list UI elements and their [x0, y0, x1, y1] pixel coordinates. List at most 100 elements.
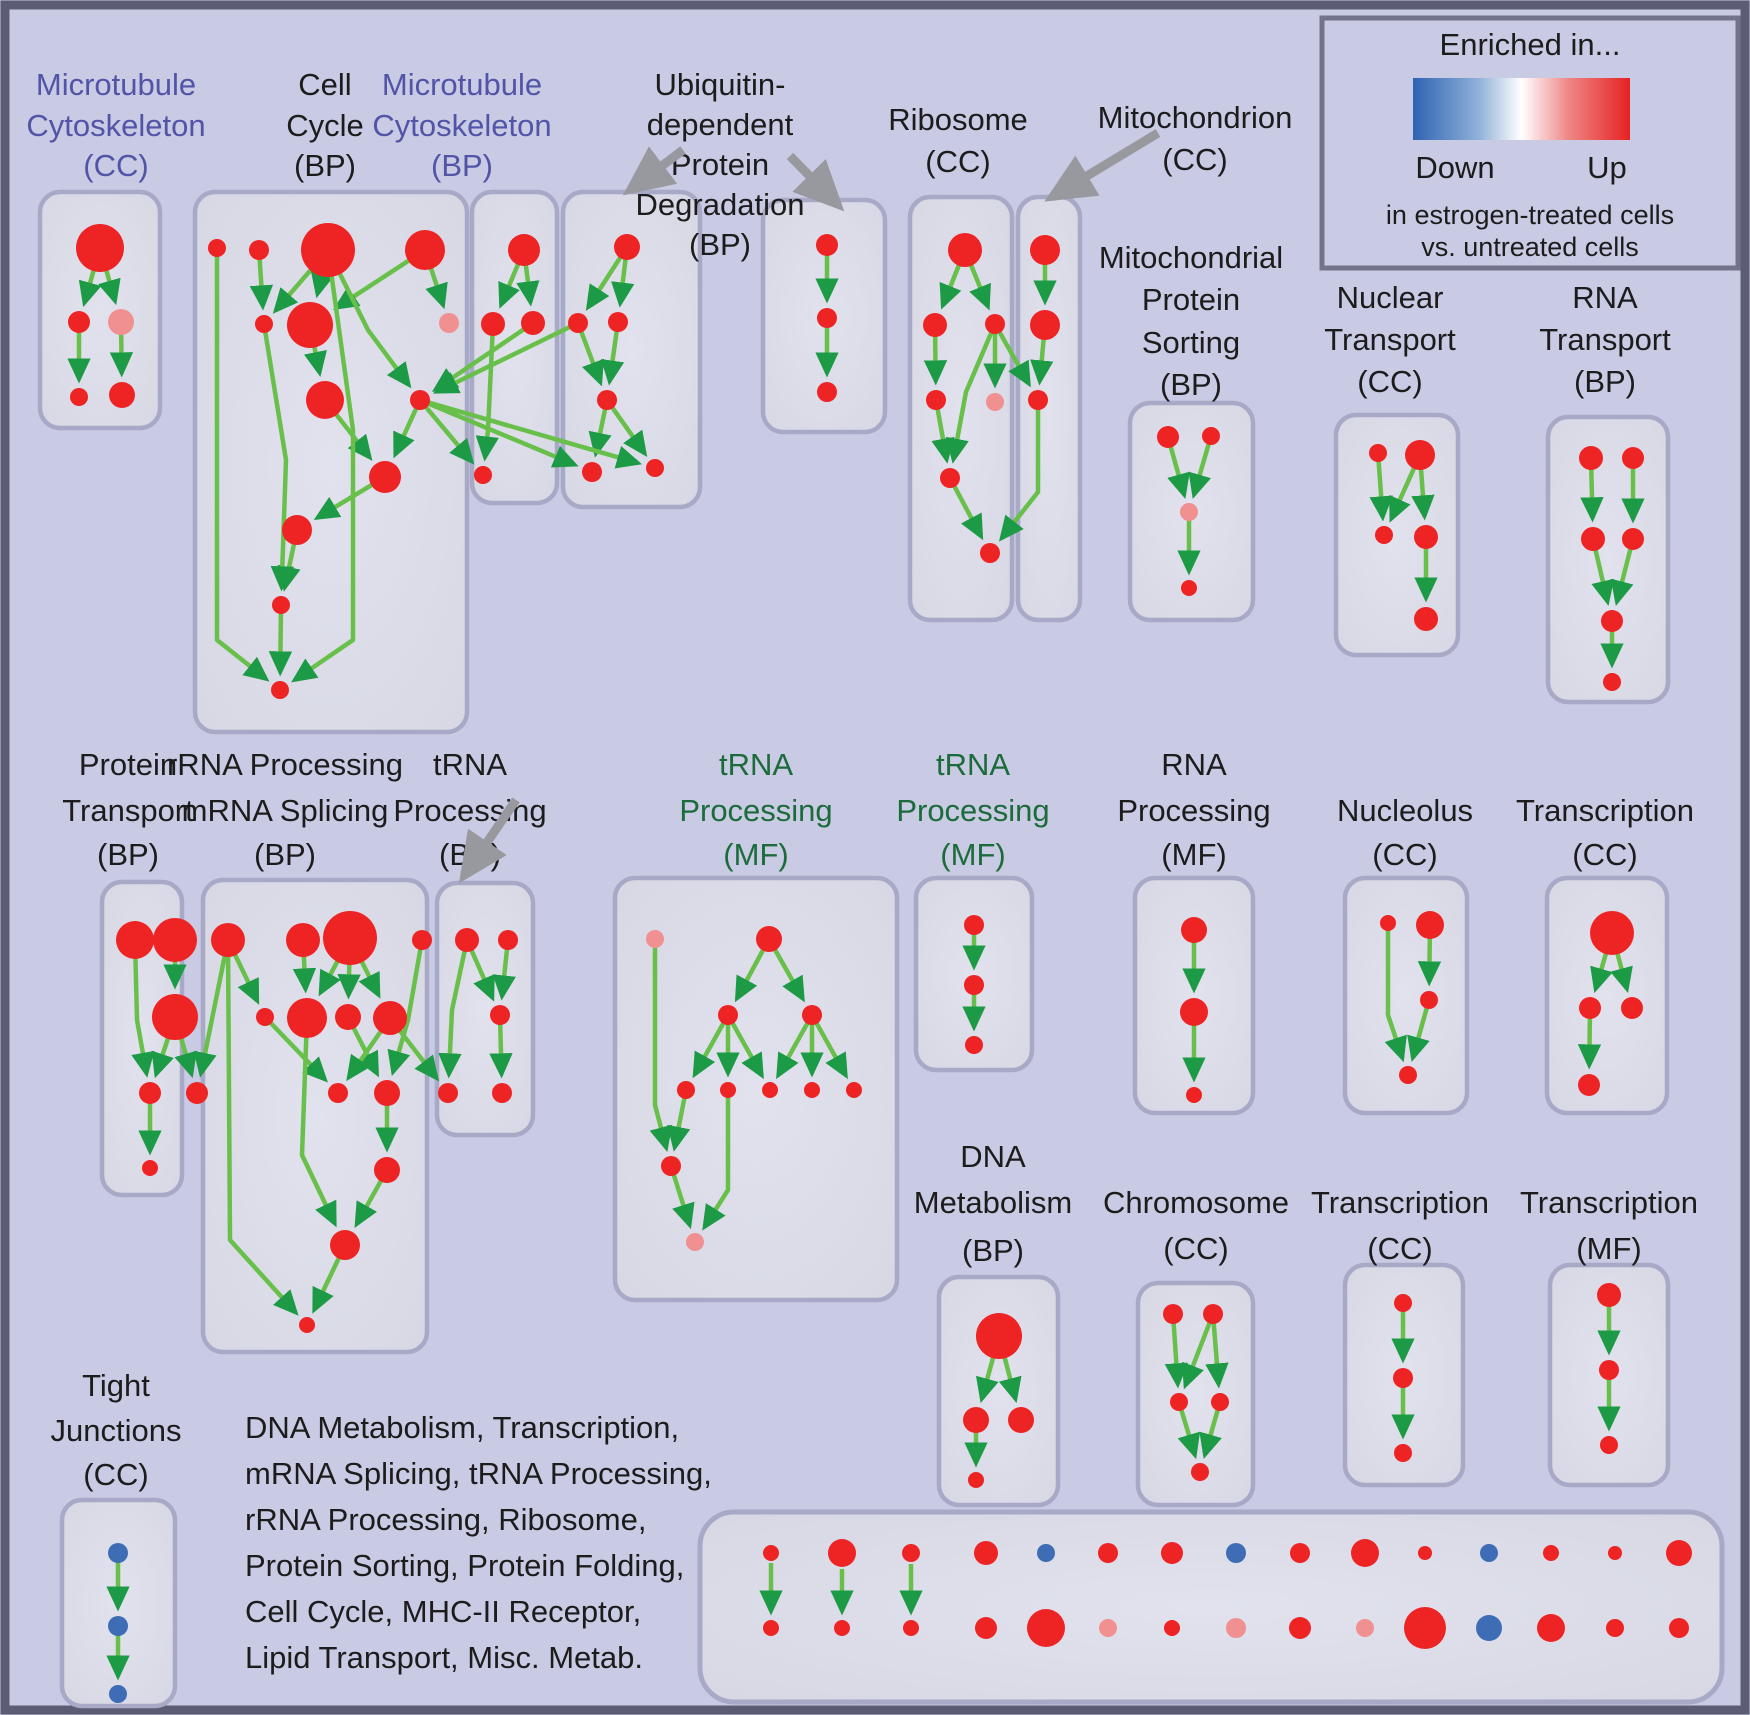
node: [923, 313, 947, 337]
node: [139, 1082, 161, 1104]
node: [686, 1233, 704, 1251]
cluster-label-trna-processing-mf-small: (MF): [940, 837, 1005, 872]
node: [1414, 607, 1438, 631]
cluster-label-transcription-cc-mid: (CC): [1572, 837, 1637, 872]
node: [804, 1082, 820, 1098]
node: [439, 313, 459, 333]
edge-arrow: [325, 248, 412, 389]
node: [186, 1082, 208, 1104]
node: [582, 462, 602, 482]
cluster-label-rrna-processing-mrna-splicing-bp: mRNA Splicing: [182, 793, 389, 828]
edge-arrow: [1164, 1313, 1189, 1389]
node: [1211, 1393, 1229, 1411]
node: [286, 923, 320, 957]
annotation-line: DNA Metabolism, Transcription,: [245, 1410, 679, 1445]
node: [817, 382, 837, 402]
node: [1369, 444, 1387, 462]
label-pointer-arrow-icon: [458, 797, 520, 884]
edge-arrow: [214, 248, 270, 682]
node: [1622, 528, 1644, 550]
cluster-label-ubiquitin-degradation-network: Ubiquitin-: [655, 67, 786, 102]
node: [1394, 1444, 1412, 1462]
node: [211, 923, 245, 957]
edge-arrow: [419, 397, 643, 469]
node: [1099, 1619, 1117, 1637]
node: [1603, 673, 1621, 691]
node: [1420, 991, 1438, 1009]
cluster-label-nuclear-transport-cc: (CC): [1357, 364, 1422, 399]
cluster-label-ubiquitin-degradation-network: Protein: [671, 147, 769, 182]
edge-arrow: [1199, 1401, 1223, 1460]
edge-arrow: [726, 1013, 764, 1080]
node: [646, 459, 664, 477]
cluster-label-rrna-processing-mrna-splicing-bp: (BP): [254, 837, 316, 872]
legend-down-label: Down: [1415, 150, 1494, 185]
cluster-label-trna-processing-mf-large: (MF): [723, 837, 788, 872]
edge-arrow: [1188, 435, 1214, 500]
edge-arrow: [1407, 999, 1432, 1062]
node: [1356, 1619, 1374, 1637]
edge-arrow: [605, 398, 648, 457]
cluster-label-tight-junctions-cc: Tight: [82, 1368, 150, 1403]
node: [817, 308, 837, 328]
cluster-label-ubiquitin-degradation-network: (BP): [689, 227, 751, 262]
node: [1164, 1620, 1180, 1636]
annotation-line: rRNA Processing, Ribosome,: [245, 1502, 646, 1537]
node: [661, 1156, 681, 1176]
cluster-label-rna-processing-mf: Processing: [1117, 793, 1270, 828]
node: [975, 1617, 997, 1639]
node: [1289, 1617, 1311, 1639]
node: [299, 1317, 315, 1333]
cluster-label-ribosome-cc: (CC): [925, 144, 990, 179]
node: [964, 915, 984, 935]
edge-arrow: [268, 604, 293, 677]
labels-layer: Microtubule Cytoskeleton (CC) Cell Cycle (BP)…: [26, 67, 1698, 1675]
node: [756, 926, 782, 952]
node: [846, 1082, 862, 1098]
node: [1669, 1618, 1689, 1638]
node: [568, 313, 588, 333]
node: [974, 1541, 998, 1565]
cluster-box-dna-metabolism-bp: [936, 1274, 1061, 1508]
edge-arrow: [261, 323, 295, 592]
node: [76, 224, 124, 272]
edge-arrow: [776, 1013, 814, 1080]
edge-arrow: [1176, 1401, 1201, 1460]
node: [986, 393, 1004, 411]
node: [1157, 426, 1179, 448]
node: [335, 1004, 361, 1030]
edge-arrow: [1369, 452, 1393, 522]
node: [1600, 1436, 1618, 1454]
node: [301, 223, 355, 277]
node: [116, 921, 154, 959]
node: [816, 234, 838, 256]
cluster-label-transcription-cc-bottom: Transcription: [1311, 1185, 1489, 1220]
cluster-label-nucleolus-cc: (CC): [1372, 837, 1437, 872]
cluster-label-trna-processing-mf-large: Processing: [679, 793, 832, 828]
node: [1375, 526, 1393, 544]
node: [153, 918, 197, 962]
node: [255, 315, 273, 333]
node: [720, 1082, 736, 1098]
cluster-label-trna-processing-mf-small: tRNA: [936, 747, 1010, 782]
node: [1203, 1304, 1223, 1324]
node: [1393, 1368, 1413, 1388]
edge-arrow: [810, 1013, 848, 1080]
node: [108, 1543, 128, 1563]
node: [926, 390, 946, 410]
node: [646, 930, 664, 948]
node: [597, 390, 617, 410]
edge-arrow: [225, 939, 299, 1316]
node: [328, 1083, 348, 1103]
edge-arrow: [263, 1015, 328, 1083]
node: [1590, 911, 1634, 955]
legend-box: [1319, 15, 1741, 271]
node: [902, 1544, 920, 1562]
cluster-box-nuclear-transport-cc: [1333, 412, 1461, 658]
edge-arrow: [575, 322, 604, 387]
node: [1028, 390, 1048, 410]
node: [272, 596, 290, 614]
nodes-layer: [68, 223, 1692, 1703]
node: [718, 1005, 738, 1025]
